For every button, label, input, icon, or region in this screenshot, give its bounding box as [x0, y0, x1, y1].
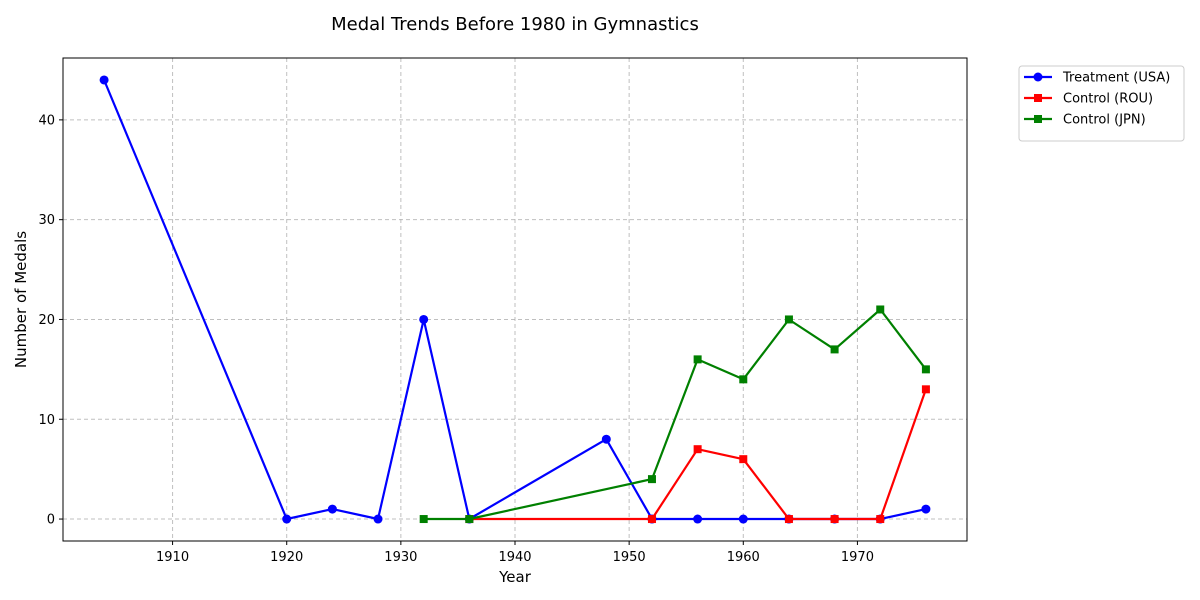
data-point [738, 514, 748, 524]
data-point [647, 515, 656, 524]
series-layer [99, 75, 931, 524]
legend-box [1018, 65, 1185, 142]
axis-ticks: 1910 1920 1930 1940 1950 1960 1970 0 10 20 30 40 [38, 113, 874, 565]
data-point [693, 355, 702, 364]
data-point [921, 385, 930, 394]
data-point [830, 345, 839, 354]
x-tick-label: 1970 [841, 550, 874, 565]
legend: Treatment (USA) Control (ROU) Control (JPN… [1018, 65, 1185, 142]
series-2 [419, 305, 930, 524]
chart-title: Medal Trends Before 1980 in Gymnastics [331, 14, 699, 35]
data-point [739, 375, 748, 384]
data-point [465, 515, 474, 524]
y-tick-label: 40 [38, 113, 55, 128]
legend-marker [1034, 94, 1042, 102]
y-tick-label: 10 [38, 413, 55, 428]
x-tick-label: 1940 [498, 550, 531, 565]
x-tick-label: 1950 [613, 550, 646, 565]
legend-label: Treatment (USA) [1062, 71, 1170, 86]
data-point [739, 455, 748, 464]
data-point [693, 514, 703, 524]
data-point [601, 434, 611, 444]
x-tick-label: 1920 [270, 550, 303, 565]
legend-label: Control (ROU) [1063, 92, 1153, 107]
data-point [921, 504, 931, 514]
y-axis-title: Number of Medals [12, 231, 30, 368]
legend-label: Control (JPN) [1063, 113, 1146, 128]
series-line [469, 388, 927, 521]
data-point [830, 515, 839, 524]
legend-item: Treatment (USA) [1024, 71, 1170, 86]
data-point [784, 315, 793, 324]
data-point [327, 504, 337, 514]
grid [63, 58, 967, 541]
y-tick-label: 0 [47, 513, 55, 528]
data-point [282, 514, 292, 524]
data-point [693, 445, 702, 454]
legend-marker [1034, 115, 1042, 123]
legend-item: Control (ROU) [1024, 92, 1153, 107]
x-tick-label: 1910 [156, 550, 189, 565]
data-point [99, 75, 109, 85]
y-tick-label: 20 [38, 313, 55, 328]
legend-item: Control (JPN) [1024, 113, 1146, 128]
x-tick-label: 1960 [727, 550, 760, 565]
data-point [419, 515, 428, 524]
data-point [876, 515, 885, 524]
data-point [876, 305, 885, 314]
x-tick-label: 1930 [384, 550, 417, 565]
data-point [647, 475, 656, 484]
x-axis-title: Year [498, 568, 532, 586]
data-point [419, 314, 429, 324]
y-tick-label: 30 [38, 213, 55, 228]
data-point [784, 515, 793, 524]
data-point [921, 365, 930, 374]
data-point [373, 514, 383, 524]
legend-marker [1033, 72, 1043, 82]
